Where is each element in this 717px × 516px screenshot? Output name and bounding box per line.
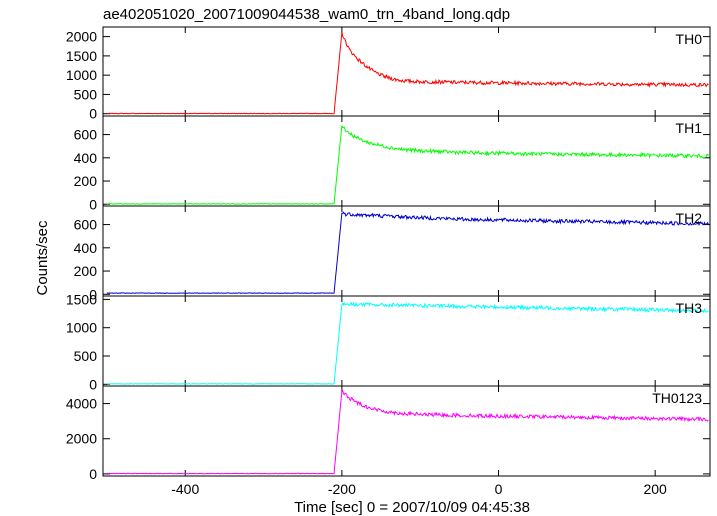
series-line-th2 [106, 211, 709, 294]
y-tick-label: 4000 [66, 396, 97, 412]
y-tick-label: 0 [89, 286, 97, 302]
panel-frame [102, 385, 711, 477]
panel-frame [102, 26, 711, 117]
panel-label-th2: TH2 [676, 210, 703, 226]
y-tick-label: 0 [89, 106, 97, 122]
y-tick-label: 200 [74, 263, 98, 279]
y-axis-label: Counts/sec [34, 220, 51, 296]
y-tick-label: 600 [74, 217, 98, 233]
series-line-th3 [106, 301, 709, 385]
y-tick-label: 1500 [66, 291, 97, 307]
y-tick-label: 200 [74, 173, 98, 189]
x-tick-label: 200 [643, 481, 667, 497]
y-tick-label: 0 [89, 466, 97, 482]
series-line-th0123 [106, 389, 709, 475]
panel-th0: 0 500 1000 1500 2000 TH0 [66, 26, 711, 122]
panel-frame [102, 115, 711, 207]
panel-frame [102, 295, 711, 387]
y-tick-label: 1000 [66, 320, 97, 336]
panel-th2: 0 200 400 600 TH2 [74, 205, 711, 302]
y-tick-label: 0 [89, 196, 97, 212]
y-tick-label: 2000 [66, 431, 97, 447]
y-tick-label: 500 [74, 86, 98, 102]
panels-group: 0 500 1000 1500 2000 TH0 0 200 400 600 TH1 0 200 400 6… [66, 26, 711, 482]
y-tick-label: 500 [74, 348, 98, 364]
y-tick-label: 2000 [66, 29, 97, 45]
panel-label-th0123: TH0123 [652, 390, 702, 406]
y-tick-label: 0 [89, 376, 97, 392]
panel-frame [102, 205, 711, 297]
y-tick-label: 1000 [66, 67, 97, 83]
y-tick-label: 400 [74, 240, 98, 256]
panel-th3: 0 500 1000 1500 TH3 [66, 291, 711, 392]
panel-label-th1: TH1 [676, 120, 703, 136]
y-tick-label: 600 [74, 127, 98, 143]
chart-title: ae402051020_20071009044538_wam0_trn_4ban… [103, 6, 510, 23]
panel-th0123: 0 2000 4000 TH0123 [66, 385, 711, 482]
x-tick-label: 0 [495, 481, 503, 497]
panel-label-th0: TH0 [676, 31, 703, 47]
x-tick-label: -400 [171, 481, 199, 497]
panel-th1: 0 200 400 600 TH1 [74, 115, 711, 212]
x-tick-label: -200 [328, 481, 356, 497]
y-tick-label: 400 [74, 150, 98, 166]
series-line-th1 [106, 125, 709, 205]
x-axis: -400 -200 0 200 [171, 481, 667, 497]
series-line-th0 [106, 31, 709, 115]
x-axis-label: Time [sec] 0 = 2007/10/09 04:45:38 [294, 499, 530, 516]
panel-label-th3: TH3 [676, 300, 703, 316]
y-tick-label: 1500 [66, 48, 97, 64]
